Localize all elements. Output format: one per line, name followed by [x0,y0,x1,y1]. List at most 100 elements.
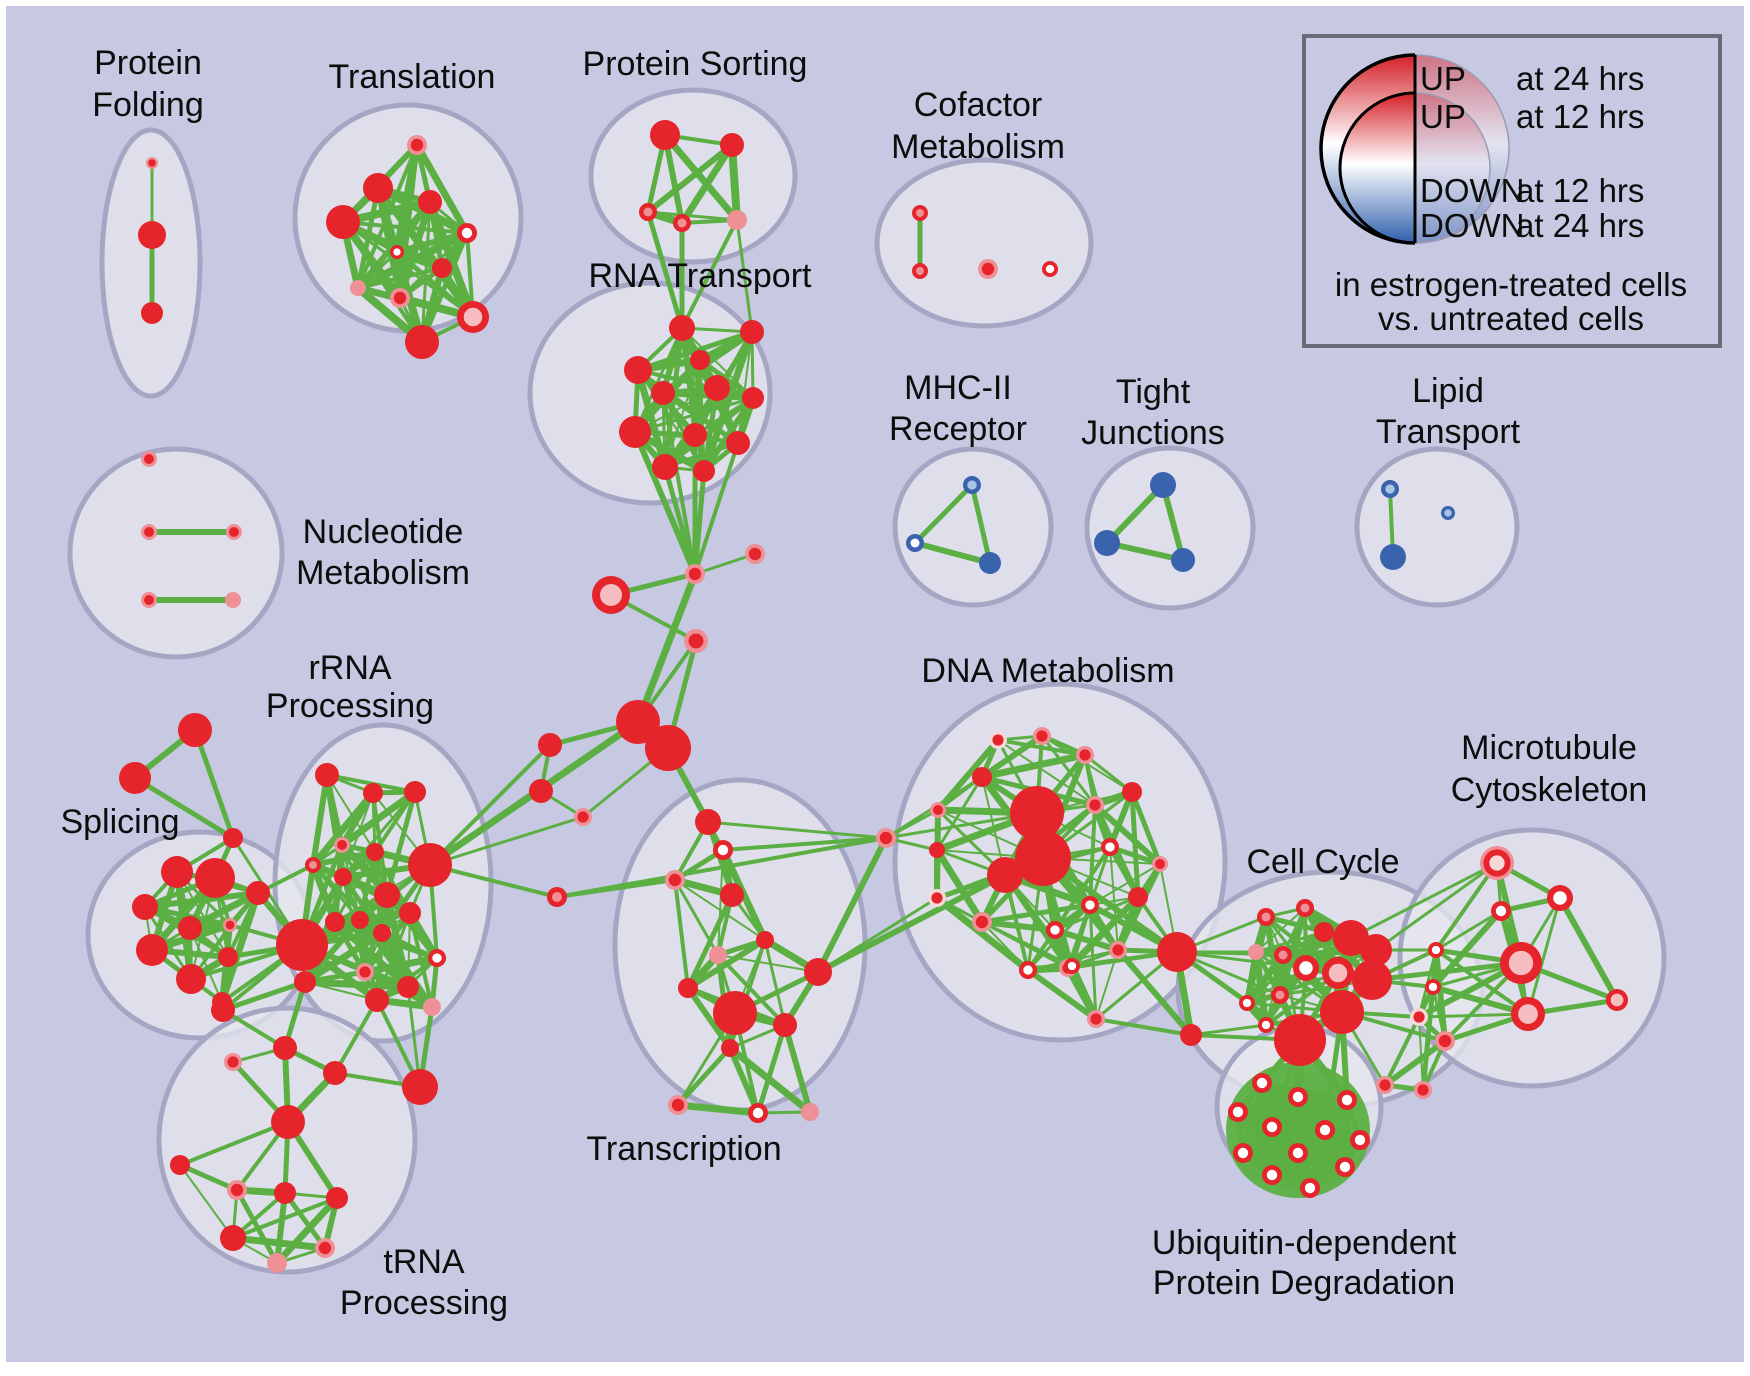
gene-node [463,307,483,327]
gene-node [720,133,744,157]
edge [1114,860,1164,954]
edge [218,889,262,1006]
gene-node [1122,782,1142,802]
edge [1052,927,1121,953]
gene-node [294,971,316,993]
legend-circle-outline [1319,53,1416,245]
gene-node [1155,859,1165,869]
gene-node [1067,961,1077,971]
gene-node [318,1241,332,1255]
edge [717,954,819,973]
edge [1430,908,1504,990]
legend-circle-outline [1338,91,1416,245]
gene-node [309,861,317,869]
gene-node [402,1069,438,1105]
gene-node [1339,1161,1351,1173]
edge [1094,1017,1193,1037]
edge [912,482,975,546]
gene-node [1292,1091,1304,1103]
edge [1109,846,1119,951]
edge [634,366,669,471]
edge [981,921,1029,971]
edge [706,820,888,840]
edge [179,1164,234,1239]
gene-node [170,1155,190,1175]
gene-node [1105,842,1115,852]
cluster-label-nucleotide-metabolism: Nucleotide Metabolism [296,513,470,592]
edge [737,331,753,444]
gene-node [323,1061,347,1085]
gene-node [1275,990,1285,1000]
gene-node [931,892,943,904]
gene-node [408,843,452,887]
legend-box [1302,34,1722,348]
gene-node [671,1098,685,1112]
cluster-label-rna-transport: RNA Transport [589,257,813,295]
gene-node [276,919,328,971]
gene-node [211,998,235,1022]
gene-node [916,209,924,217]
edge [681,327,754,399]
edge [980,920,1074,968]
gene-node [1489,855,1505,871]
gene-node [405,325,439,359]
edge [678,141,736,227]
gene-node [1261,912,1271,922]
gene-node [1553,891,1567,905]
gene-node [229,527,239,537]
legend-time-3: at 24 hrs [1516,207,1644,244]
edge [309,861,339,926]
legend-direction-0: UP [1420,60,1466,97]
gene-node [1518,1004,1538,1024]
edge [716,953,787,1027]
gene-node [1360,934,1392,966]
gene-node [1015,830,1071,886]
edge [1418,1016,1424,1091]
edge [229,1234,329,1252]
edge [979,919,1058,933]
gene-node [315,763,339,787]
edge [142,904,233,928]
edge [132,775,236,841]
gene-node [577,811,589,823]
gene-node [1444,509,1452,517]
edge [1434,909,1503,952]
gene-node [218,947,238,967]
edge [782,1022,813,1115]
gene-node [1379,1079,1391,1091]
gene-node [1079,749,1091,761]
gene-node [176,964,206,994]
legend-direction-1: UP [1420,98,1466,135]
gene-node [717,844,729,856]
gene-node [1319,1124,1331,1136]
gene-node [616,700,660,744]
edge [1255,907,1306,953]
gene-node [1320,990,1364,1034]
nodes [119,120,1628,1273]
gene-node [138,221,166,249]
gene-node [1495,905,1507,917]
gene-node [720,883,744,907]
edge [933,846,986,926]
edge [1433,947,1448,1044]
edge [192,727,236,841]
gene-node [1237,1147,1249,1159]
edge [815,872,1008,975]
edge [142,890,261,910]
edge [661,131,741,224]
edge [413,141,471,237]
gene-node [1314,922,1334,942]
gene-node [225,920,235,930]
gene-node [651,381,675,405]
gene-node [713,991,757,1035]
edge [1349,861,1499,940]
edge [979,902,1093,925]
edge [428,743,552,867]
gene-node [773,1013,797,1037]
gene-node [910,538,920,548]
gene-node [1328,963,1348,983]
gene-node [1085,900,1095,910]
edge [1374,861,1499,952]
gene-node [178,713,212,747]
